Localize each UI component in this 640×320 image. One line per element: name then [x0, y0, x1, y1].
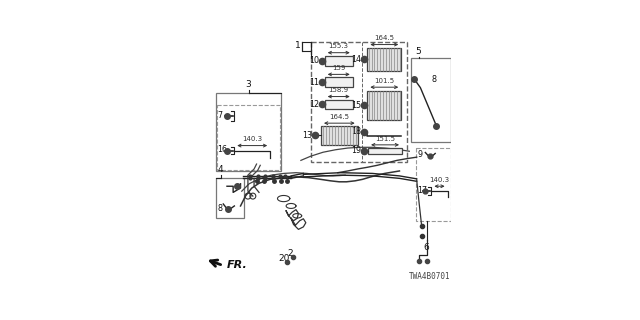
- Text: 5: 5: [415, 47, 421, 56]
- Text: 6: 6: [423, 243, 429, 252]
- Bar: [367, 48, 401, 71]
- Text: 20: 20: [278, 254, 289, 263]
- Bar: [416, 148, 451, 221]
- Bar: [324, 77, 353, 87]
- Text: 151.5: 151.5: [375, 136, 395, 142]
- Bar: [368, 148, 402, 154]
- Text: 10: 10: [309, 56, 319, 65]
- Text: 16: 16: [218, 145, 228, 154]
- Text: 164.5: 164.5: [374, 35, 394, 41]
- Text: 101.5: 101.5: [374, 78, 394, 84]
- Text: 19: 19: [351, 146, 362, 155]
- Bar: [216, 105, 280, 170]
- Text: 3: 3: [245, 80, 251, 89]
- Text: 8: 8: [431, 75, 436, 84]
- Text: 8: 8: [218, 204, 223, 213]
- Text: 14: 14: [351, 55, 362, 64]
- Bar: [321, 126, 358, 145]
- Text: 2: 2: [287, 250, 292, 259]
- Text: 1: 1: [295, 41, 301, 50]
- Text: 140.3: 140.3: [242, 136, 262, 142]
- Text: TWA4B0701: TWA4B0701: [409, 272, 451, 281]
- Bar: [367, 91, 401, 120]
- Bar: [410, 58, 451, 142]
- Text: 11: 11: [309, 78, 319, 87]
- Text: 140.3: 140.3: [429, 177, 449, 183]
- Text: 17: 17: [417, 186, 428, 195]
- Text: 159: 159: [332, 65, 346, 71]
- Text: 155.3: 155.3: [329, 44, 349, 50]
- Text: 12: 12: [309, 100, 319, 109]
- Bar: [311, 42, 407, 162]
- Text: 158.9: 158.9: [329, 87, 349, 93]
- Bar: [324, 100, 353, 109]
- Text: 15: 15: [351, 101, 362, 110]
- Text: 164.5: 164.5: [330, 114, 349, 120]
- Text: 9: 9: [417, 150, 422, 159]
- Text: 13: 13: [302, 131, 312, 140]
- Text: 7: 7: [218, 111, 223, 120]
- Bar: [216, 178, 244, 218]
- Text: 18: 18: [351, 127, 362, 136]
- Bar: [216, 92, 281, 172]
- Text: FR.: FR.: [227, 260, 247, 270]
- Text: 4: 4: [217, 165, 223, 174]
- Bar: [324, 56, 353, 66]
